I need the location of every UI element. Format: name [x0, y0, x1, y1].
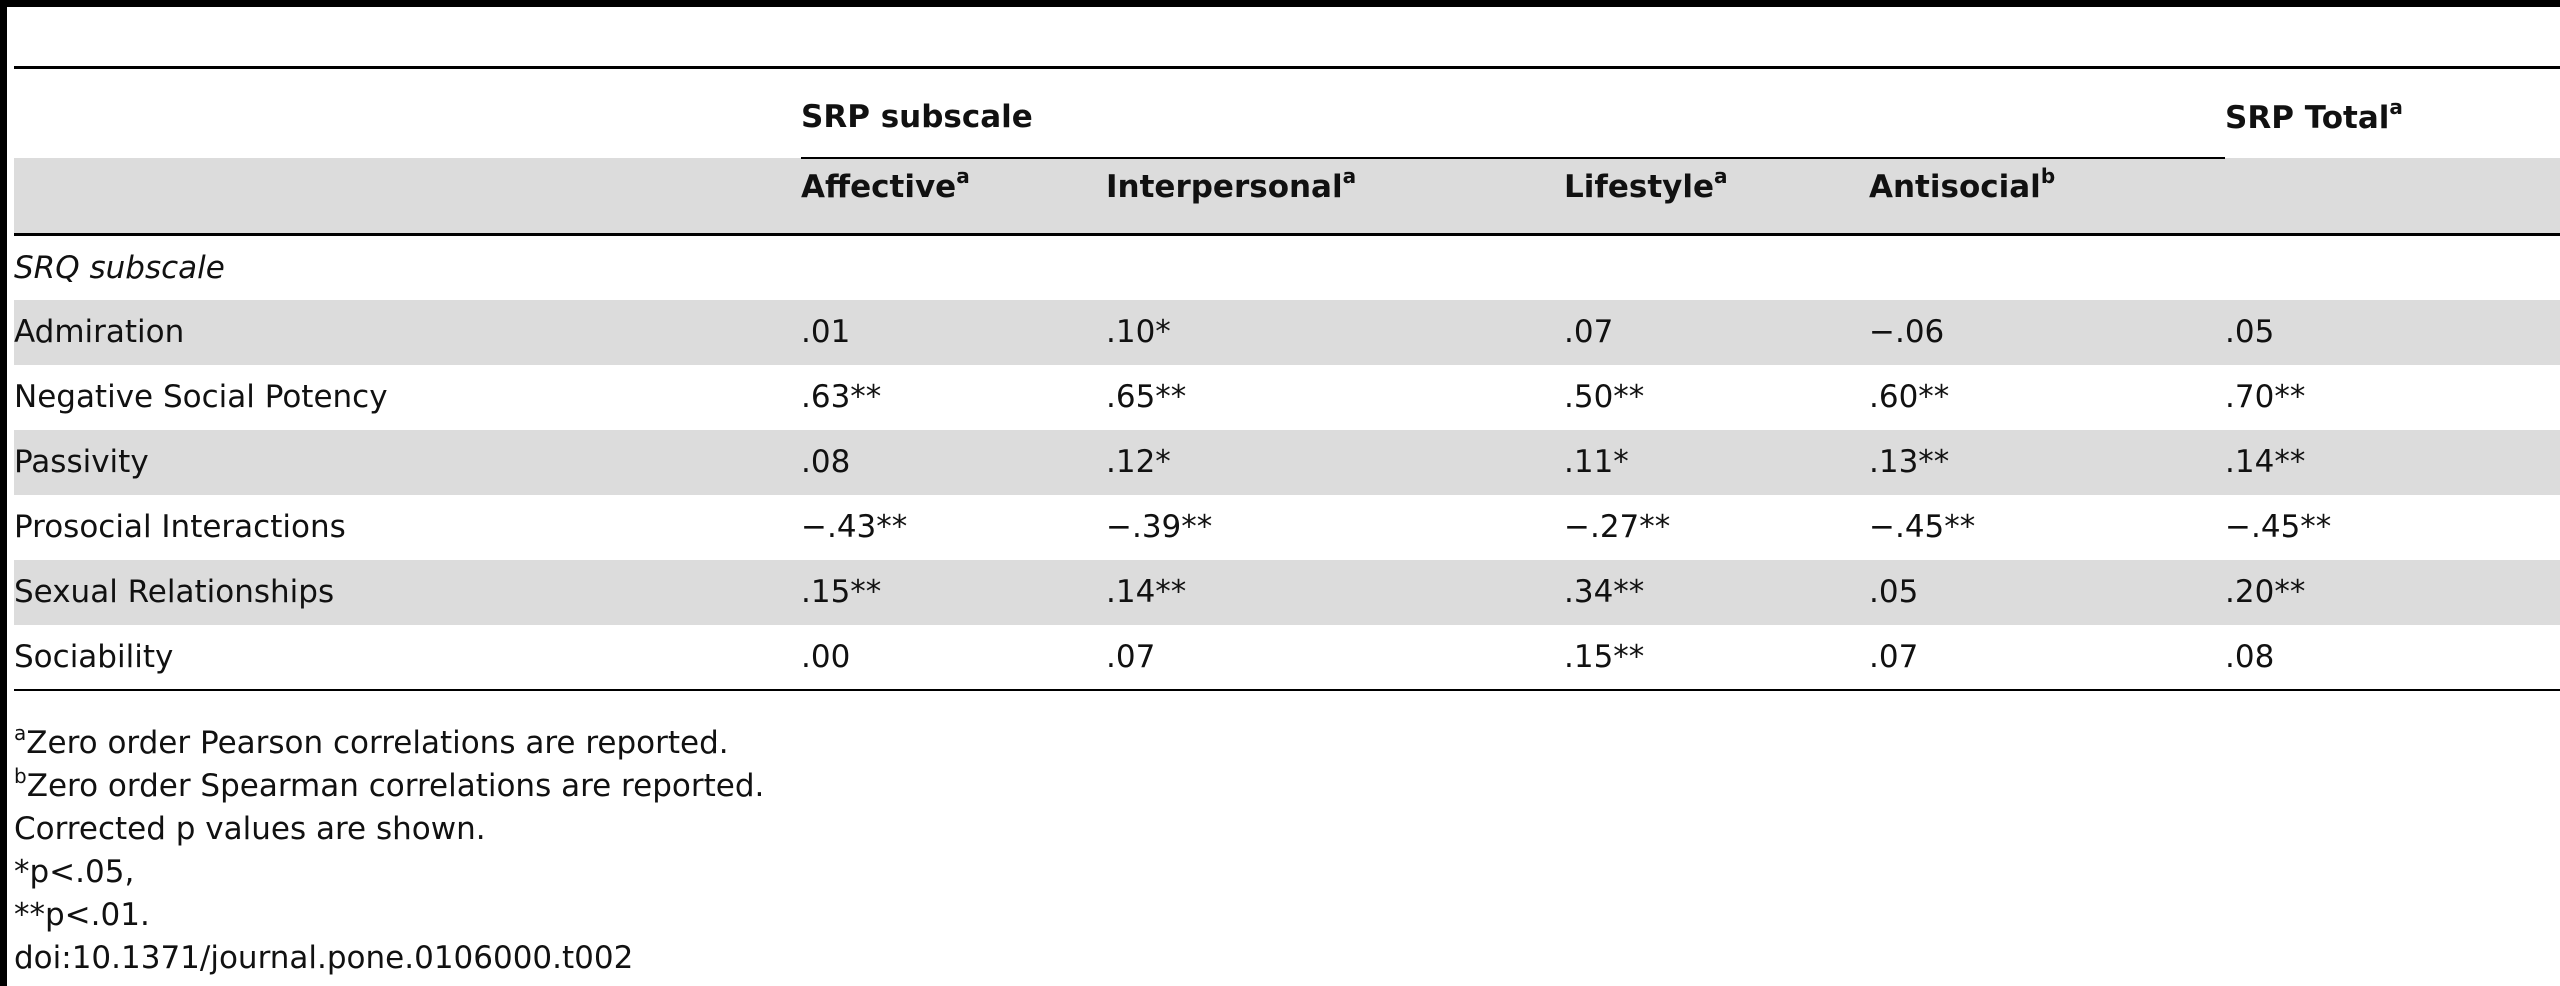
header-empty-cell — [14, 68, 801, 158]
footnote-b-text: Zero order Spearman correlations are rep… — [26, 768, 765, 804]
top-border-rule — [0, 0, 2560, 7]
table-cell: −.45** — [2225, 509, 2332, 545]
column-header-sup: b — [2040, 164, 2056, 189]
column-header-label: Interpersonal — [1106, 168, 1343, 205]
table-cell: .08 — [801, 444, 851, 480]
table-cell: .11* — [1564, 444, 1629, 480]
table-cell: .65** — [1106, 379, 1187, 415]
table-cell: .00 — [801, 638, 851, 675]
table-cell: .05 — [1869, 574, 1919, 610]
table-cell: −.39** — [1106, 509, 1213, 545]
footnote-corrected: Corrected p values are shown. — [14, 811, 486, 847]
table-cell: .07 — [1106, 638, 1156, 675]
table-cell: −.06 — [1869, 314, 1945, 350]
table-cell: .15** — [1564, 638, 1645, 675]
left-border-rule — [0, 0, 7, 986]
table-cell: −.27** — [1564, 509, 1671, 545]
table-cell: .01 — [801, 314, 851, 350]
table-footnotes: aZero order Pearson correlations are rep… — [14, 722, 764, 980]
correlation-table-container: SRP subscale SRP Totala Affectivea Inter… — [14, 66, 2560, 691]
row-label: Negative Social Potency — [14, 379, 388, 415]
table-cell: .08 — [2225, 638, 2275, 675]
column-header-sup: a — [1342, 164, 1357, 189]
srp-total-header: SRP Totala — [2225, 68, 2560, 158]
footnote-p05: *p<.05, — [14, 854, 135, 890]
footnote-a-text: Zero order Pearson correlations are repo… — [26, 725, 729, 761]
table-cell: .20** — [2225, 574, 2306, 610]
footnote-a-marker: a — [14, 720, 27, 745]
srp-total-sup: a — [2389, 95, 2403, 120]
column-header-label: Lifestyle — [1564, 168, 1715, 205]
row-label: Passivity — [14, 444, 149, 480]
table-cell: .34** — [1564, 574, 1645, 610]
table-cell: −.43** — [801, 509, 908, 545]
column-header-interpersonal: Interpersonala — [1106, 158, 1564, 235]
column-header-lifestyle: Lifestylea — [1564, 158, 1869, 235]
table-cell: .14** — [1106, 574, 1187, 610]
table-row: Sociability .00 .07 .15** .07 .08 — [14, 625, 2560, 690]
table-row: Passivity .08 .12* .11* .13** .14** — [14, 429, 2560, 495]
footnote-b: bZero order Spearman correlations are re… — [14, 765, 764, 808]
table-row: Prosocial Interactions −.43** −.39** −.2… — [14, 495, 2560, 560]
table-row: Sexual Relationships .15** .14** .34** .… — [14, 559, 2560, 625]
footnote-a: aZero order Pearson correlations are rep… — [14, 722, 764, 765]
row-label: Admiration — [14, 314, 185, 350]
section-label: SRQ subscale — [14, 249, 225, 286]
column-header-sup: a — [956, 164, 970, 189]
table-cell: .15** — [801, 574, 882, 610]
srp-subscale-header: SRP subscale — [801, 67, 2226, 159]
table-cell: .05 — [2225, 314, 2275, 350]
header-row-columns: Affectivea Interpersonala Lifestylea Ant… — [14, 157, 2560, 235]
table-cell: .07 — [1564, 314, 1614, 350]
row-label: Sexual Relationships — [14, 574, 335, 610]
table-cell: .14** — [2225, 444, 2306, 480]
table-cell: .63** — [801, 379, 882, 415]
column-header-sup: a — [1714, 164, 1728, 189]
table-cell: .12* — [1106, 444, 1171, 480]
table-cell: .07 — [1869, 638, 1919, 675]
header-empty-cell — [2225, 158, 2560, 235]
correlation-table: SRP subscale SRP Totala Affectivea Inter… — [14, 66, 2560, 691]
table-cell: −.45** — [1869, 509, 1976, 545]
section-row: SRQ subscale — [14, 235, 2560, 300]
table-row: Negative Social Potency .63** .65** .50*… — [14, 365, 2560, 430]
table-row: Admiration .01 .10* .07 −.06 .05 — [14, 299, 2560, 365]
footnote-b-marker: b — [14, 763, 27, 788]
row-label: Sociability — [14, 638, 174, 675]
column-header-affective: Affectivea — [801, 158, 1106, 235]
header-empty-cell — [14, 158, 801, 235]
table-cell: .60** — [1869, 379, 1950, 415]
table-cell: .50** — [1564, 379, 1645, 415]
srp-total-label: SRP Total — [2225, 99, 2390, 136]
column-header-label: Affective — [801, 168, 957, 205]
column-header-antisocial: Antisocialb — [1869, 158, 2225, 235]
table-cell: .13** — [1869, 444, 1950, 480]
footnote-p01: **p<.01. — [14, 897, 150, 933]
column-header-label: Antisocial — [1869, 168, 2041, 205]
header-row-group: SRP subscale SRP Totala — [14, 67, 2560, 159]
row-label: Prosocial Interactions — [14, 509, 346, 545]
table-cell: .70** — [2225, 379, 2306, 415]
doi-link[interactable]: doi:10.1371/journal.pone.0106000.t002 — [14, 940, 634, 976]
table-cell: .10* — [1106, 314, 1171, 350]
